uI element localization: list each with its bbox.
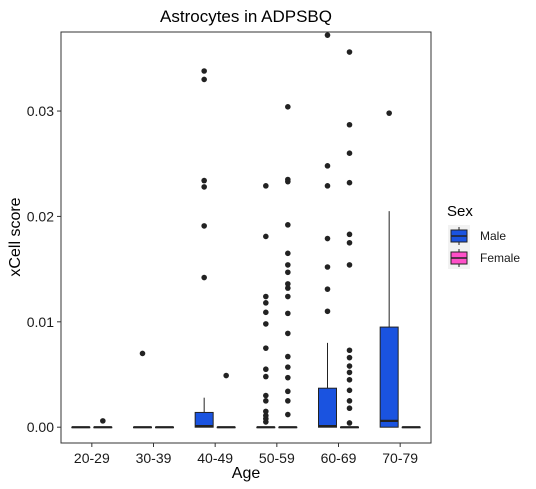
outlier-layer — [100, 32, 392, 426]
male-outlier-point — [263, 345, 269, 351]
male-outlier-point — [263, 366, 269, 373]
female-outlier-point — [346, 121, 353, 128]
female-outlier-point — [285, 262, 291, 268]
female-outlier-point — [285, 411, 291, 418]
female-outlier-point — [285, 330, 291, 337]
male-outlier-point — [139, 350, 146, 357]
x-axis: 20-29 30-39 40-49 50-59 60-69 70-79 — [74, 443, 418, 466]
female-outlier-point — [346, 239, 353, 246]
x-tick-label: 60-69 — [321, 450, 357, 466]
y-tick-label: 0.01 — [27, 314, 54, 330]
legend-label-male: Male — [480, 229, 506, 243]
female-outlier-point — [285, 398, 291, 404]
box-layer — [71, 211, 421, 429]
male-outlier-point — [263, 408, 269, 415]
male-outlier-point — [201, 68, 207, 74]
male-outlier-point — [263, 183, 269, 189]
male-outlier-point — [263, 300, 269, 306]
male-outlier-point — [324, 235, 331, 242]
female-outlier-point — [285, 353, 291, 360]
x-tick-label: 70-79 — [382, 450, 418, 466]
male-outlier-point — [263, 233, 269, 240]
male-outlier-point — [201, 184, 207, 190]
male-box-60-69 — [318, 387, 337, 428]
female-outlier-point — [346, 376, 353, 383]
female-outlier-point — [346, 369, 353, 376]
female-outlier-point — [346, 347, 353, 354]
male-outlier-point — [386, 110, 392, 116]
female-outlier-point — [346, 405, 353, 412]
y-tick-label: 0.03 — [27, 103, 54, 119]
male-outlier-point — [324, 183, 331, 189]
male-outlier-point — [263, 293, 269, 300]
female-outlier-point — [346, 179, 353, 186]
female-outlier-point — [285, 281, 291, 287]
male-outlier-point — [324, 163, 331, 169]
female-outlier-point — [100, 418, 106, 424]
male-outlier-point — [263, 321, 269, 327]
male-outlier-point — [263, 309, 269, 316]
x-tick-label: 20-29 — [74, 450, 110, 466]
male-outlier-point — [324, 32, 331, 38]
chart-title: Astrocytes in ADPSBQ — [160, 7, 332, 26]
x-tick-label: 40-49 — [197, 450, 233, 466]
male-outlier-point — [324, 264, 331, 270]
x-tick-label: 50-59 — [259, 450, 295, 466]
female-outlier-point — [285, 250, 291, 257]
male-outlier-point — [201, 274, 207, 281]
y-axis: 0.00 0.01 0.02 0.03 — [27, 103, 61, 435]
female-outlier-point — [285, 310, 291, 317]
male-outlier-point — [263, 412, 269, 419]
female-outlier-point — [285, 104, 291, 110]
female-outlier-point — [346, 363, 353, 369]
female-outlier-point — [285, 364, 291, 370]
y-axis-title: xCell score — [7, 197, 24, 276]
female-outlier-point — [346, 150, 353, 156]
male-box-40-49 — [194, 411, 214, 428]
male-box-70-79 — [379, 326, 399, 428]
female-outlier-point — [346, 262, 353, 268]
plot-panel — [60, 31, 432, 444]
female-outlier-point — [346, 231, 353, 238]
female-outlier-point — [346, 387, 353, 394]
female-outlier-point — [285, 176, 291, 183]
legend-title: Sex — [447, 203, 473, 220]
female-outlier-point — [346, 49, 353, 55]
female-outlier-point — [346, 420, 353, 426]
legend-label-female: Female — [480, 251, 520, 265]
x-axis-title: Age — [232, 465, 261, 482]
female-outlier-point — [285, 374, 291, 381]
male-outlier-point — [201, 223, 207, 229]
female-outlier-point — [285, 269, 291, 276]
male-outlier-point — [263, 398, 269, 404]
female-outlier-point — [285, 285, 291, 291]
y-tick-label: 0.00 — [27, 419, 54, 435]
male-outlier-point — [201, 76, 207, 83]
female-outlier-point — [285, 222, 291, 228]
male-outlier-point — [324, 308, 331, 315]
legend: Sex Male Female — [447, 203, 520, 269]
x-tick-label: 30-39 — [136, 450, 172, 466]
y-tick-label: 0.02 — [27, 208, 54, 224]
female-outlier-point — [285, 293, 291, 300]
female-outlier-point — [346, 398, 353, 404]
male-outlier-point — [324, 286, 331, 292]
female-outlier-point — [346, 354, 353, 361]
female-outlier-point — [223, 372, 229, 379]
female-outlier-point — [285, 388, 291, 395]
male-outlier-point — [263, 392, 269, 399]
male-outlier-point — [263, 373, 269, 380]
male-outlier-point — [201, 177, 207, 184]
